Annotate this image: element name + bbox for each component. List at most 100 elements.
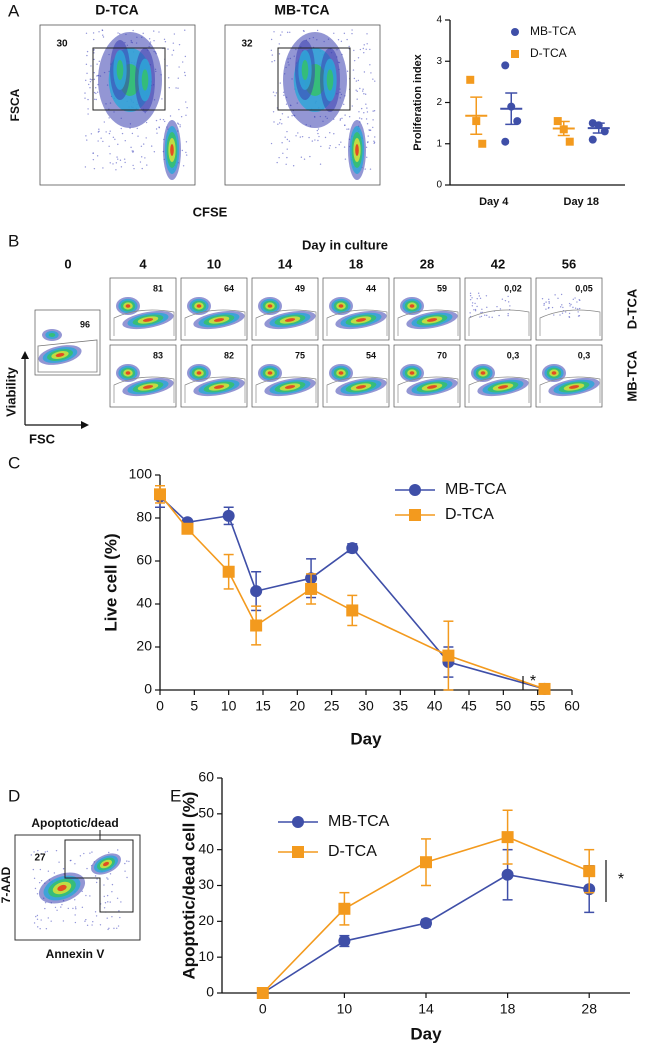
- event: [302, 30, 305, 32]
- y-tick-label: 0: [436, 180, 442, 191]
- event: [341, 117, 343, 119]
- event: [361, 90, 364, 92]
- axis-label: Annexin V: [46, 947, 105, 961]
- event: [36, 893, 39, 895]
- event: [37, 926, 39, 928]
- event: [62, 920, 65, 922]
- event: [353, 49, 355, 52]
- event: [103, 907, 106, 909]
- event: [93, 38, 95, 41]
- event: [301, 135, 304, 138]
- density: [48, 333, 56, 337]
- flow-plot: [109, 277, 177, 341]
- density: [355, 144, 359, 156]
- series-line: [262, 873, 590, 994]
- event: [145, 121, 148, 124]
- legend-label: D-TCA: [328, 843, 377, 860]
- event: [144, 157, 146, 159]
- event: [363, 112, 365, 114]
- gate: [184, 309, 246, 336]
- marker: [338, 935, 351, 948]
- marker: [511, 50, 519, 58]
- event: [158, 126, 160, 128]
- marker: [338, 902, 351, 915]
- event: [559, 306, 562, 308]
- axis-label: Apoptotic/dead cell (%): [179, 792, 198, 980]
- event: [278, 43, 280, 45]
- event: [578, 314, 581, 317]
- event: [84, 166, 87, 168]
- event: [109, 130, 111, 132]
- event: [362, 47, 365, 50]
- event: [106, 894, 109, 897]
- event: [370, 72, 372, 74]
- y-tick-label: 40: [136, 595, 152, 611]
- flow-plot: [180, 344, 248, 408]
- density: [141, 69, 149, 91]
- marker: [511, 28, 519, 36]
- event: [279, 82, 281, 84]
- event: [186, 106, 188, 109]
- event: [473, 309, 475, 311]
- event: [120, 127, 122, 130]
- x-tick-label: 40: [427, 698, 443, 714]
- event: [92, 32, 95, 34]
- event: [162, 118, 165, 121]
- x-tick-label: 18: [500, 1001, 516, 1017]
- axis-label: Viability: [3, 366, 18, 416]
- density: [551, 371, 557, 375]
- legend-label: MB-TCA: [445, 481, 507, 498]
- density: [196, 371, 202, 375]
- event: [179, 126, 181, 128]
- event: [61, 903, 63, 906]
- event: [116, 897, 119, 899]
- event: [178, 66, 180, 68]
- gate: [37, 339, 98, 373]
- event: [108, 927, 110, 930]
- event: [93, 52, 95, 54]
- event: [289, 31, 291, 33]
- event: [74, 914, 76, 916]
- event: [474, 310, 477, 312]
- event: [366, 156, 368, 158]
- event: [507, 313, 509, 315]
- event: [87, 98, 89, 101]
- event: [348, 116, 351, 118]
- day-label: 14: [278, 256, 293, 271]
- event: [96, 878, 98, 880]
- event: [44, 901, 47, 904]
- density: [196, 304, 202, 308]
- gate-value: 0,3: [578, 350, 591, 360]
- event: [366, 107, 368, 109]
- event: [96, 63, 98, 65]
- density: [116, 60, 124, 80]
- event: [95, 915, 98, 917]
- event: [568, 316, 571, 318]
- event: [117, 143, 119, 146]
- flow-plot: [251, 344, 319, 408]
- event: [153, 40, 155, 42]
- event: [509, 305, 511, 307]
- event: [84, 92, 86, 94]
- event: [365, 48, 367, 50]
- x-tick-label: 30: [358, 698, 374, 714]
- event: [74, 899, 76, 901]
- gate: [113, 309, 175, 336]
- density: [326, 69, 334, 91]
- density: [301, 60, 309, 80]
- event: [130, 146, 132, 149]
- event: [107, 901, 109, 903]
- event: [81, 906, 84, 909]
- event: [47, 917, 49, 919]
- x-tick-label: 0: [259, 1001, 267, 1017]
- flow-plot: [322, 277, 390, 341]
- gate: [255, 376, 317, 403]
- event: [93, 58, 95, 61]
- event: [116, 156, 118, 158]
- event: [117, 849, 119, 851]
- marker: [346, 604, 359, 617]
- event: [353, 59, 356, 62]
- event: [491, 316, 493, 319]
- marker: [181, 522, 194, 535]
- event: [286, 148, 288, 150]
